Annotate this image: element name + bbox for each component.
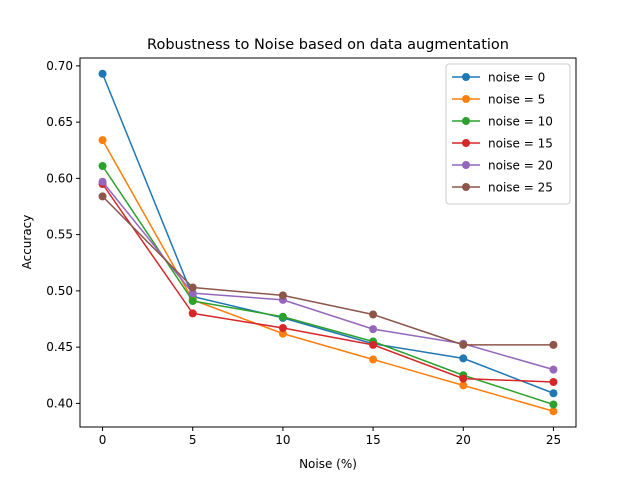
- data-point: [369, 340, 378, 349]
- data-point: [459, 340, 468, 349]
- x-tick-label: 25: [546, 433, 561, 447]
- y-tick-label: 0.40: [46, 396, 73, 410]
- data-point: [188, 289, 197, 298]
- data-point: [459, 354, 468, 363]
- legend-item-3: noise = 15: [452, 137, 553, 151]
- y-tick-label: 0.50: [46, 284, 73, 298]
- data-point: [369, 325, 378, 334]
- legend-item-5: noise = 25: [452, 181, 553, 195]
- x-tick-label: 5: [189, 433, 197, 447]
- data-point: [278, 329, 287, 338]
- data-point: [98, 177, 107, 186]
- legend-item-1: noise = 5: [452, 93, 545, 107]
- legend-label: noise = 5: [488, 93, 545, 107]
- data-point: [98, 162, 107, 170]
- data-point: [369, 355, 378, 364]
- y-tick-label: 0.65: [46, 115, 73, 129]
- legend-item-2: noise = 10: [452, 115, 553, 129]
- x-tick-label: 10: [275, 433, 290, 447]
- data-point: [549, 365, 558, 374]
- data-point: [549, 389, 558, 398]
- data-point: [188, 283, 197, 292]
- data-point: [278, 312, 287, 321]
- x-tick-label: 20: [456, 433, 471, 447]
- x-axis-label: Noise (%): [299, 457, 357, 471]
- legend-label: noise = 25: [488, 181, 553, 195]
- legend-item-4: noise = 20: [452, 159, 553, 173]
- legend: noise = 0 noise = 5 noise = 10 noise = 15 no…: [445, 63, 571, 205]
- legend-marker: [462, 161, 470, 169]
- series-line: [101, 73, 554, 394]
- data-point: [549, 407, 558, 416]
- y-tick-label: 0.70: [46, 59, 73, 73]
- axes-frame: [79, 57, 577, 428]
- legend-label: noise = 10: [488, 115, 553, 129]
- legend-label: noise = 0: [488, 71, 545, 85]
- y-axis-label: Accuracy: [20, 215, 34, 270]
- legend-label: noise = 15: [488, 137, 553, 151]
- legend-item-0: noise = 0: [452, 71, 545, 85]
- data-point: [98, 136, 107, 145]
- y-tick-label: 0.55: [46, 228, 73, 242]
- axis-ticks: 0 5 10 15 20 25 0.40 0.45 0.50 0.55 0.60 0.65 0.70: [46, 59, 561, 447]
- data-point: [98, 192, 107, 201]
- series-5: [98, 192, 558, 349]
- data-point: [278, 291, 287, 300]
- data-point: [188, 309, 197, 318]
- series-line: [101, 165, 554, 406]
- data-point: [459, 374, 468, 383]
- y-tick-label: 0.60: [46, 171, 73, 185]
- y-tick-label: 0.45: [46, 340, 73, 354]
- chart-title: Robustness to Noise based on data augmen…: [147, 37, 509, 53]
- legend-marker: [462, 183, 470, 191]
- data-point: [549, 400, 558, 409]
- series-line: [102, 195, 554, 346]
- legend-marker: [462, 139, 470, 147]
- data-point: [188, 297, 197, 305]
- plot-area: [98, 69, 558, 416]
- data-point: [278, 324, 287, 332]
- legend-marker: [462, 73, 470, 81]
- legend-marker: [462, 117, 470, 125]
- series-line: [101, 181, 554, 371]
- x-tick-label: 15: [365, 433, 380, 447]
- series-2: [98, 162, 558, 409]
- data-point: [369, 310, 378, 319]
- data-point: [98, 69, 107, 78]
- legend-label: noise = 20: [488, 159, 553, 173]
- data-point: [459, 381, 468, 390]
- series-line: [101, 183, 554, 383]
- x-tick-label: 0: [99, 433, 107, 447]
- legend-marker: [462, 95, 470, 103]
- data-point: [549, 340, 558, 349]
- data-point: [549, 378, 558, 386]
